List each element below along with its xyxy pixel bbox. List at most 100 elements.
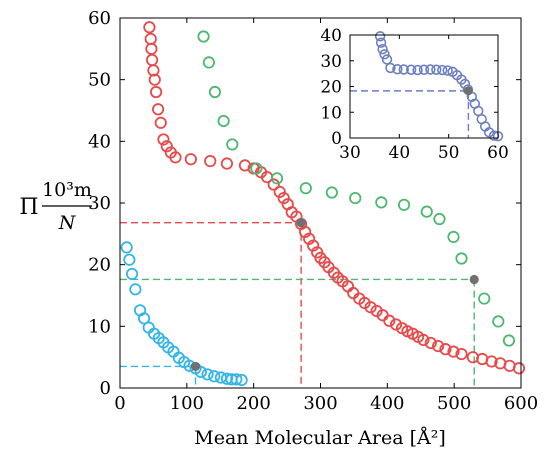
data-point xyxy=(277,191,290,205)
data-point xyxy=(129,283,142,296)
data-point xyxy=(235,373,248,387)
data-point xyxy=(120,241,133,254)
inset-background xyxy=(350,35,498,138)
data-point xyxy=(208,370,221,383)
main-plot-frame xyxy=(119,17,522,389)
data-point xyxy=(307,239,320,252)
data-point xyxy=(418,64,430,75)
y-tick-label: 20 xyxy=(320,78,342,98)
x-tick-label: 100 xyxy=(170,393,204,414)
data-point xyxy=(385,62,396,74)
data-point xyxy=(455,347,468,361)
data-point xyxy=(478,292,491,305)
data-point xyxy=(217,114,230,128)
data-point xyxy=(364,301,377,314)
data-point xyxy=(397,198,411,211)
x-tick-label: 300 xyxy=(303,393,337,414)
data-point xyxy=(412,64,423,76)
highlight-point xyxy=(464,86,473,96)
data-point xyxy=(442,65,453,76)
x-axis-label: Mean Molecular Area [Å²] xyxy=(194,427,446,449)
data-point xyxy=(420,205,433,218)
highlight-point xyxy=(469,274,479,285)
data-point xyxy=(383,314,396,327)
x-tick-label: 0 xyxy=(114,393,125,414)
data-point xyxy=(154,116,167,129)
data-point xyxy=(137,312,151,325)
data-point xyxy=(375,37,387,48)
y-axis-label-numerator: 10³m xyxy=(42,179,92,201)
data-point xyxy=(250,162,263,175)
data-point xyxy=(148,73,161,86)
data-series xyxy=(120,241,248,387)
x-tick-label: 50 xyxy=(438,143,460,163)
data-point xyxy=(389,318,403,331)
data-point xyxy=(299,182,312,195)
data-point xyxy=(151,103,165,116)
data-point xyxy=(325,186,338,199)
data-point xyxy=(204,154,217,168)
y-axis-label-denominator: N xyxy=(58,212,77,234)
data-point xyxy=(230,373,243,386)
data-point xyxy=(303,232,316,245)
inset-plot: 30 40 50 60 0 10 20 30 40 xyxy=(320,26,508,163)
data-point xyxy=(299,225,312,239)
main-data-series xyxy=(120,21,526,387)
data-point xyxy=(424,336,437,350)
data-point xyxy=(144,32,157,46)
data-series xyxy=(374,31,504,142)
data-point xyxy=(398,64,409,75)
y-tick-label: 10 xyxy=(88,316,111,337)
data-series xyxy=(197,30,516,347)
data-point xyxy=(226,138,239,151)
x-tick-label: 200 xyxy=(236,393,270,414)
y-tick-label: 0 xyxy=(100,378,111,399)
x-tick-label: 30 xyxy=(339,143,361,163)
highlight-point xyxy=(296,218,306,228)
data-point xyxy=(208,85,222,99)
data-point xyxy=(201,368,214,381)
data-point xyxy=(492,315,505,328)
data-point xyxy=(377,43,388,55)
main-guide-lines xyxy=(120,222,475,388)
data-series xyxy=(143,21,526,375)
data-series xyxy=(464,86,473,96)
inset-plot-frame xyxy=(349,34,499,139)
y-axis-label-symbol: Π xyxy=(19,195,38,220)
x-tick-label: 600 xyxy=(504,393,538,414)
data-point xyxy=(123,253,136,266)
x-tick-label: 400 xyxy=(370,393,404,414)
data-point xyxy=(194,365,207,379)
data-point xyxy=(512,362,526,375)
data-point xyxy=(392,64,403,75)
data-point xyxy=(157,133,170,146)
data-point xyxy=(267,178,280,191)
data-point xyxy=(169,151,182,164)
y-tick-label: 60 xyxy=(88,8,111,29)
main-plot: 0 100 200 300 400 500 600 0 10 20 30 40 50 60 xyxy=(88,8,538,414)
data-point xyxy=(184,153,197,166)
data-point xyxy=(197,30,210,43)
data-point xyxy=(439,343,452,356)
x-tick-label: 500 xyxy=(437,393,471,414)
data-point xyxy=(125,267,139,281)
data-point xyxy=(220,372,234,385)
data-point xyxy=(381,54,393,65)
y-tick-label: 20 xyxy=(88,255,111,276)
data-point xyxy=(273,185,286,198)
y-tick-label: 10 xyxy=(320,103,342,123)
data-point xyxy=(143,21,156,34)
y-tick-label: 50 xyxy=(88,70,111,91)
data-point xyxy=(425,64,436,75)
x-tick-label: 60 xyxy=(487,143,509,163)
data-series xyxy=(190,218,479,372)
data-point xyxy=(349,191,362,205)
data-point xyxy=(160,140,173,153)
data-point xyxy=(432,339,445,353)
y-tick-label: 40 xyxy=(88,131,111,152)
inset-guide-lines xyxy=(350,90,470,138)
y-tick-label: 30 xyxy=(88,193,111,214)
inset-tick-labels: 30 40 50 60 0 10 20 30 40 xyxy=(320,26,508,163)
data-point xyxy=(433,212,446,226)
